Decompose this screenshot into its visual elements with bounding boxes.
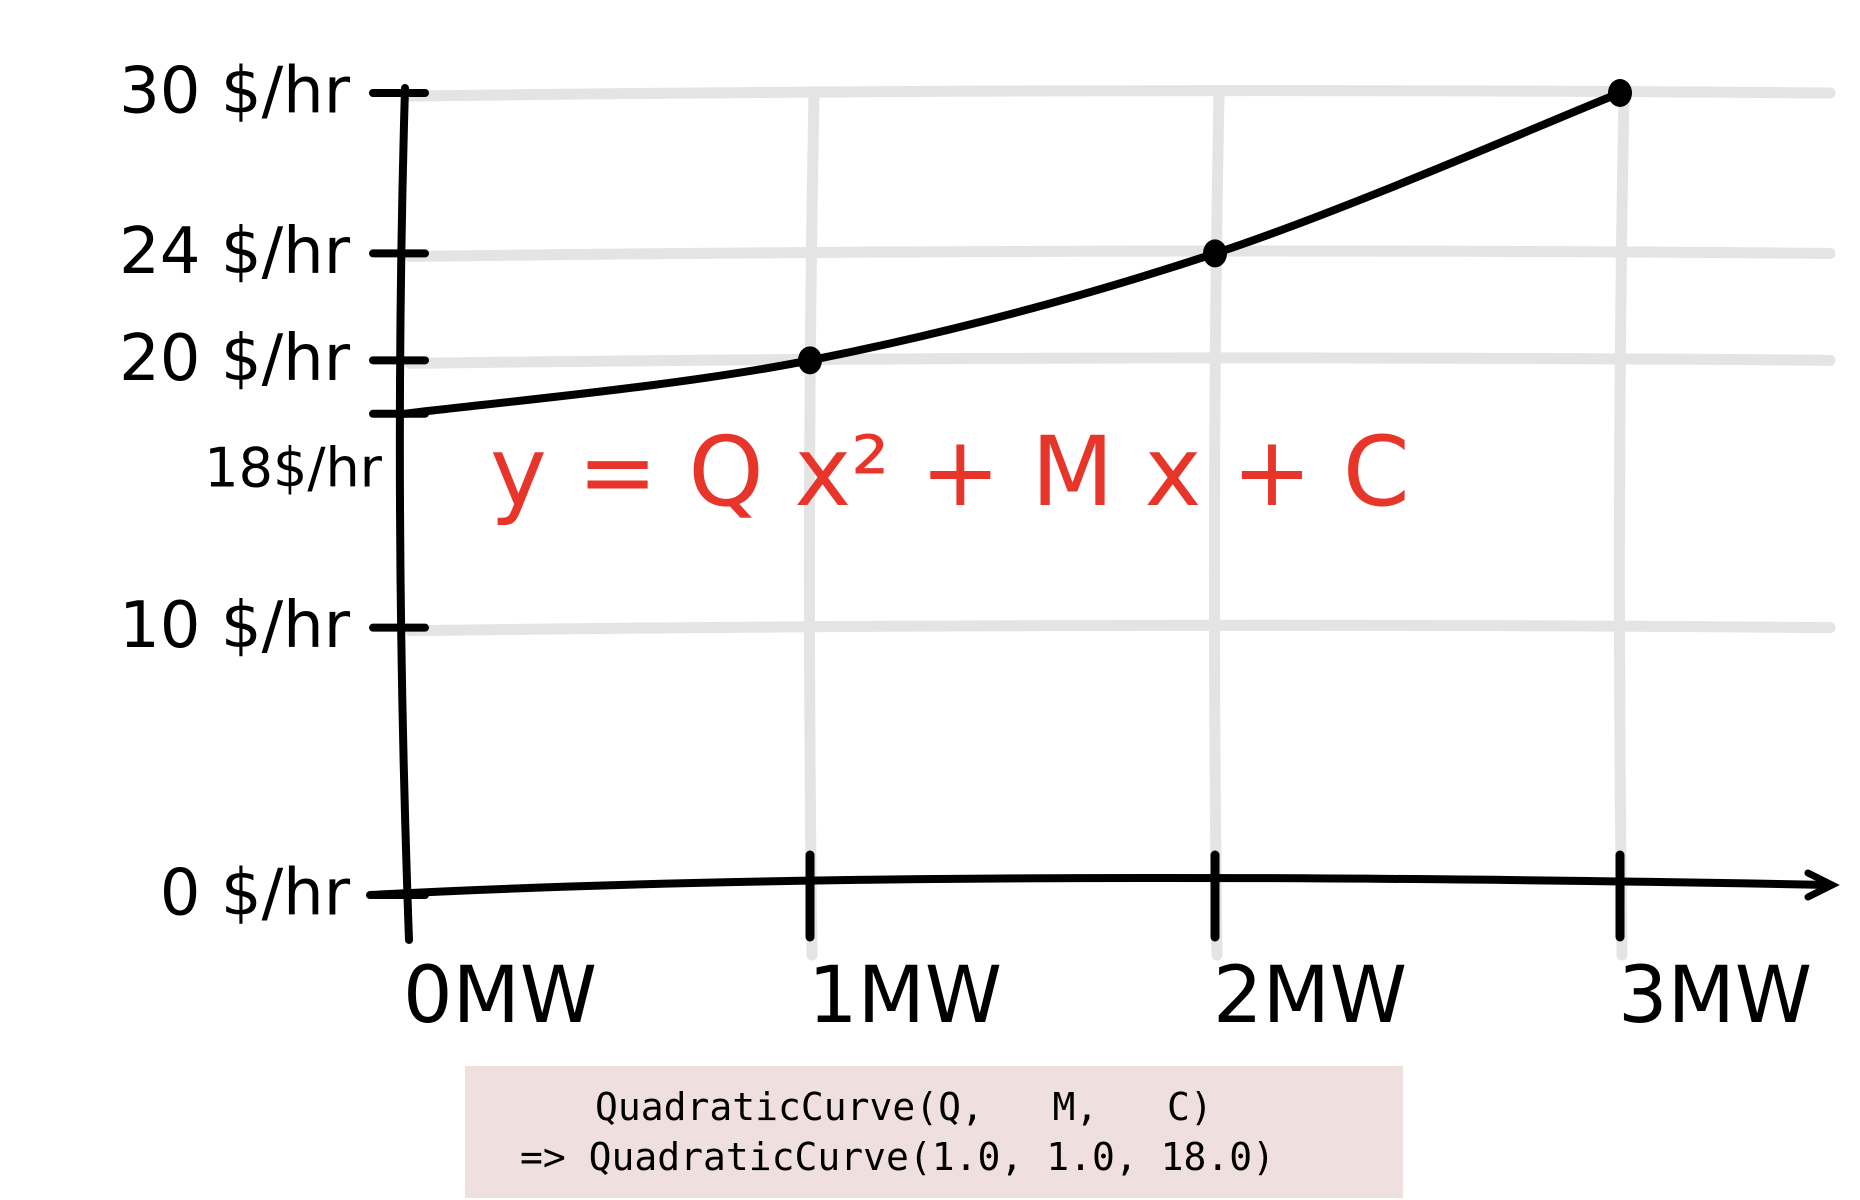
code-snippet: QuadraticCurve(Q, M, C) => QuadraticCurv…	[465, 1066, 1403, 1198]
y-tick-label-0: 0 $/hr	[160, 857, 351, 931]
x-tick-label-0: 0MW	[403, 951, 597, 1041]
x-tick-label-2: 2MW	[1213, 951, 1407, 1041]
grid-line-x-3	[1619, 95, 1624, 955]
data-point-3	[1608, 79, 1632, 107]
data-point-1	[798, 346, 822, 374]
equation-annotation: y = Q x² + M x + C	[490, 416, 1410, 528]
x-tick-label-3: 3MW	[1618, 951, 1812, 1041]
code-line-signature: QuadraticCurve(Q, M, C)	[465, 1082, 1403, 1132]
y-tick-label-30: 30 $/hr	[119, 55, 351, 129]
y-tick-label-20: 20 $/hr	[119, 322, 351, 396]
x-tick-label-1: 1MW	[808, 951, 1002, 1041]
code-line-result: => QuadraticCurve(1.0, 1.0, 18.0)	[465, 1132, 1403, 1182]
data-point-2	[1203, 239, 1227, 267]
y-tick-label-24: 24 $/hr	[119, 215, 351, 289]
y-tick-label-18: 18$/hr	[204, 436, 382, 499]
y-axis-line	[400, 88, 409, 940]
y-tick-label-10: 10 $/hr	[119, 589, 351, 663]
x-axis-line	[370, 878, 1830, 895]
